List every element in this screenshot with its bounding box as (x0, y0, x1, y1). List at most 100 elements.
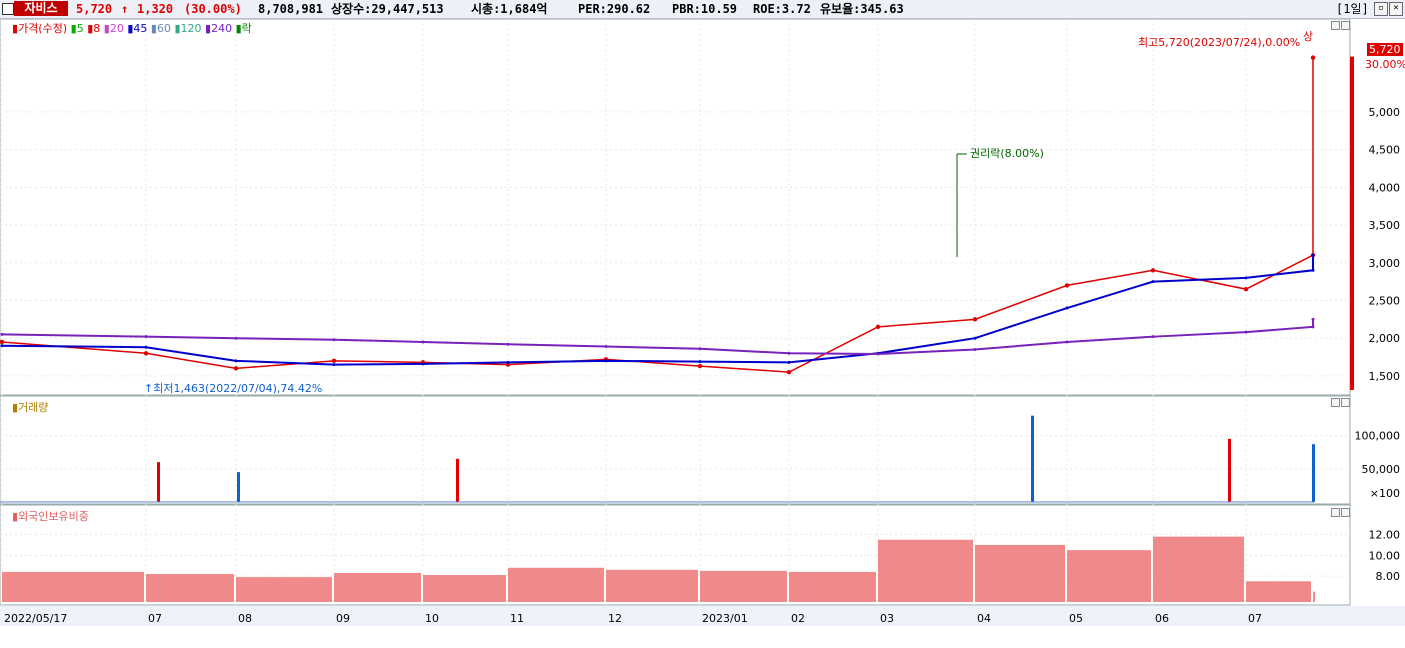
foreign-ratio-bar (236, 577, 332, 602)
price-point (698, 360, 702, 364)
price-legend: ▮가격(수정) ▮5 ▮8 ▮20 ▮45 ▮60 ▮120 ▮240 ▮락 (12, 22, 252, 35)
foreign-ratio-bar (1067, 550, 1151, 602)
price-point (1151, 335, 1155, 339)
foreign-panel-maximize-button[interactable] (1341, 508, 1350, 517)
price-point (144, 335, 148, 339)
price-point (1244, 330, 1248, 334)
volume-bar (237, 472, 240, 502)
price-point (1311, 317, 1315, 321)
price-point (421, 362, 425, 366)
price-point (973, 336, 977, 340)
price-point (234, 336, 238, 340)
x-tick-label: 04 (977, 612, 991, 625)
price-point (787, 351, 791, 355)
price-y-tick-label: 4,500 (1369, 144, 1401, 157)
volume-bar (157, 462, 160, 502)
price-point (332, 338, 336, 342)
price-point (332, 363, 336, 367)
price-point (0, 344, 4, 348)
volume-y-tick-label: 50,000 (1362, 463, 1401, 476)
foreign-ratio-bar (1313, 591, 1315, 602)
foreign-ratio-bar (878, 539, 973, 602)
price-point (144, 345, 148, 349)
roe-value: ROE:3.72 (753, 2, 811, 16)
price-point (506, 342, 510, 346)
volume-bar (1031, 415, 1034, 502)
price-point (421, 340, 425, 344)
stock-chart[interactable]: 1,500 2,000 2,500 3,000 3,500 4,000 4,500 5,000… (0, 19, 1405, 626)
close-button[interactable]: ✕ (1389, 2, 1403, 16)
listed-shares: 상장수:29,447,513 (331, 2, 444, 16)
foreign-ratio-bar (2, 571, 144, 602)
price-point (1065, 340, 1069, 344)
price-point (331, 358, 337, 364)
select-checkbox[interactable] (2, 3, 14, 15)
x-tick-label: 07 (148, 612, 162, 625)
limit-up-marker: 상 (1303, 30, 1314, 43)
high-annotation: 최고5,720(2023/07/24),0.00% (1138, 36, 1301, 49)
foreign-ratio-bar (423, 575, 506, 602)
low-annotation: ↑최저1,463(2022/07/04),74.42% (144, 382, 323, 395)
foreign-y-tick-label: 12.00 (1369, 529, 1401, 542)
x-tick-label: 02 (791, 612, 805, 625)
price-panel-minimize-button[interactable] (1331, 21, 1340, 30)
volume-panel-minimize-button[interactable] (1331, 398, 1340, 407)
price-point (698, 347, 702, 351)
legend-ma45: 45 (133, 22, 148, 35)
last-pct-tag: 30.00% (1365, 58, 1405, 71)
period-selector[interactable]: [1일] (1336, 2, 1369, 16)
foreign-ratio-bar (700, 570, 787, 602)
price-change-pct: (30.00%) (184, 2, 242, 16)
market-cap: 시총:1,684억 (471, 2, 548, 16)
price-point (143, 351, 149, 356)
price-point (604, 344, 608, 348)
price-point (876, 352, 880, 356)
price-point (0, 339, 5, 345)
price-point (786, 369, 792, 375)
x-tick-label: 2023/01 (702, 612, 748, 625)
foreign-ratio-bar (1153, 536, 1244, 602)
price-point (506, 360, 510, 364)
price-point (1150, 268, 1156, 273)
series-line-45 (1, 255, 1314, 366)
price-y-tick-label: 5,000 (1369, 106, 1401, 119)
price-point (1244, 276, 1248, 280)
legend-ma5: 5 (76, 22, 84, 35)
volume-panel-maximize-button[interactable] (1341, 398, 1350, 407)
x-tick-label: 11 (510, 612, 524, 625)
foreign-y-tick-label: 8.00 (1376, 570, 1401, 583)
price-y-tick-label: 2,000 (1369, 332, 1401, 345)
foreign-ratio-bar (606, 569, 698, 602)
foreign-panel-minimize-button[interactable] (1331, 508, 1340, 517)
up-arrow-icon: ↑ (121, 2, 129, 16)
last-price-axis-bar (1350, 56, 1354, 391)
legend-ma20: 20 (109, 22, 124, 35)
last-price-tag: 5,720 (1367, 43, 1403, 56)
series-line-240 (1, 319, 1314, 356)
legend-ma120: 120 (180, 22, 202, 35)
x-tick-label: 2022/05/17 (4, 612, 67, 625)
price-y-tick-label: 4,000 (1369, 181, 1401, 194)
float-ratio: 유보율:345.63 (820, 2, 904, 16)
price-y-tick-label: 3,500 (1369, 219, 1401, 232)
price-panel-maximize-button[interactable] (1341, 21, 1350, 30)
restore-button[interactable]: ▫ (1374, 2, 1388, 16)
legend-ma60: 60 (156, 22, 171, 35)
price-point (1311, 268, 1315, 272)
volume-bar (456, 458, 459, 502)
foreign-ratio-bar (789, 571, 876, 602)
price-point (0, 332, 4, 336)
x-tick-label: 06 (1155, 612, 1169, 625)
price-point (787, 360, 791, 364)
foreign-ratio-bar (146, 573, 234, 602)
price-point (1310, 55, 1316, 60)
stock-name-badge[interactable]: 자비스 (14, 1, 68, 16)
price-point (234, 359, 238, 363)
price-point (505, 362, 511, 367)
volume-bar (1228, 438, 1231, 502)
price-point (604, 359, 608, 363)
per-value: PER:290.62 (578, 2, 651, 16)
price-change: 1,320 (137, 2, 174, 16)
x-axis-band (0, 606, 1405, 626)
price-point (875, 324, 881, 330)
